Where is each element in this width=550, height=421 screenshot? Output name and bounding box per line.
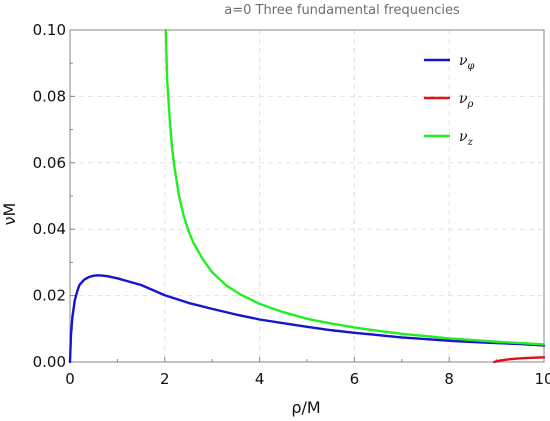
series-line-rho <box>493 356 546 364</box>
series-line-phi <box>68 274 546 364</box>
legend-label-rho: νρ <box>459 91 474 110</box>
y-tick-label: 0.10 <box>33 21 66 39</box>
y-tick-label: 0.00 <box>33 353 66 371</box>
x-tick-label: 2 <box>160 370 170 388</box>
x-tick-label: 0 <box>65 370 75 388</box>
legend-label-z: νz <box>459 129 474 148</box>
axis-ticks: 0 2 4 6 8 10 0.00 0.02 0.04 0.06 0.08 0.10 <box>33 21 550 388</box>
x-tick-label: 10 <box>534 370 550 388</box>
y-tick-label: 0.04 <box>33 220 66 238</box>
y-tick-label: 0.06 <box>33 154 66 172</box>
plot-frame <box>69 29 545 363</box>
y-axis-label: νM <box>0 203 19 226</box>
series-line-z <box>164 28 546 346</box>
y-tick-label: 0.02 <box>33 287 66 305</box>
x-axis-label: ρ/M <box>291 398 320 417</box>
chart-title: a=0 Three fundamental frequencies <box>224 3 460 18</box>
x-tick-label: 6 <box>350 370 360 388</box>
legend-label-phi: νφ <box>459 53 475 72</box>
series-layer <box>68 28 546 364</box>
x-tick-label: 8 <box>444 370 454 388</box>
y-tick-label: 0.08 <box>33 87 66 105</box>
x-tick-label: 4 <box>255 370 265 388</box>
grid-lines <box>69 29 545 363</box>
